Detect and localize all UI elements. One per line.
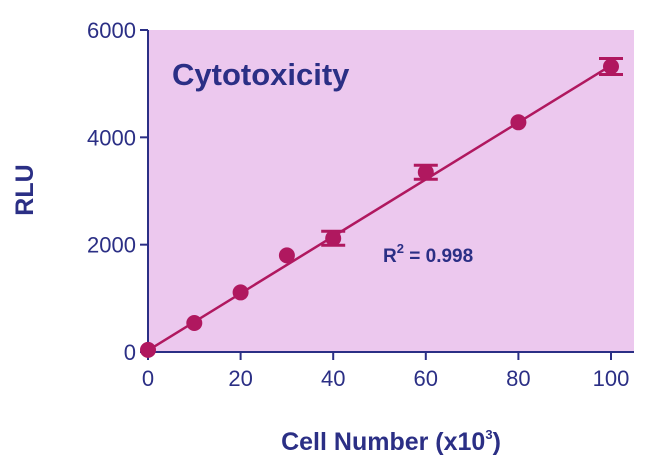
data-point: [186, 315, 203, 332]
y-tick-label: 0: [124, 340, 136, 365]
data-point: [417, 164, 434, 181]
r-squared-prefix: R: [383, 246, 397, 267]
data-point: [140, 341, 156, 358]
chart-title: Cytotoxicity: [172, 57, 350, 92]
r-squared-annotation: R2 = 0.998: [383, 241, 473, 267]
x-tick-label: 60: [414, 366, 438, 391]
y-tick-label: 2000: [87, 233, 136, 258]
data-points: [140, 56, 623, 358]
fit-line-group: [147, 64, 612, 352]
x-tick-label: 40: [321, 366, 345, 391]
x-axis-title: Cell Number (x103): [281, 427, 501, 456]
y-tick-label: 4000: [87, 125, 136, 150]
y-axis-ticks: 0 2000 4000 6000: [87, 18, 148, 365]
y-axis-title: RLU: [11, 164, 39, 215]
x-tick-label: 80: [506, 366, 530, 391]
x-axis-title-suffix: ): [493, 428, 501, 456]
data-point: [325, 230, 342, 247]
y-tick-label: 6000: [87, 18, 136, 43]
data-point: [603, 58, 619, 75]
data-point: [232, 284, 249, 301]
fit-line: [147, 64, 612, 352]
x-tick-label: 0: [142, 366, 154, 391]
x-tick-label: 20: [228, 366, 252, 391]
x-axis-title-superscript: 3: [485, 427, 492, 442]
x-axis-title-main: Cell Number (x10: [281, 428, 485, 456]
plot-area: [148, 30, 634, 352]
data-point: [510, 114, 527, 131]
data-point: [278, 247, 295, 264]
x-tick-label: 100: [593, 366, 630, 391]
r-squared-value: = 0.998: [404, 246, 473, 267]
r-squared-superscript: 2: [397, 241, 404, 256]
x-axis-ticks: 0 20 40 60 80 100: [142, 352, 629, 391]
